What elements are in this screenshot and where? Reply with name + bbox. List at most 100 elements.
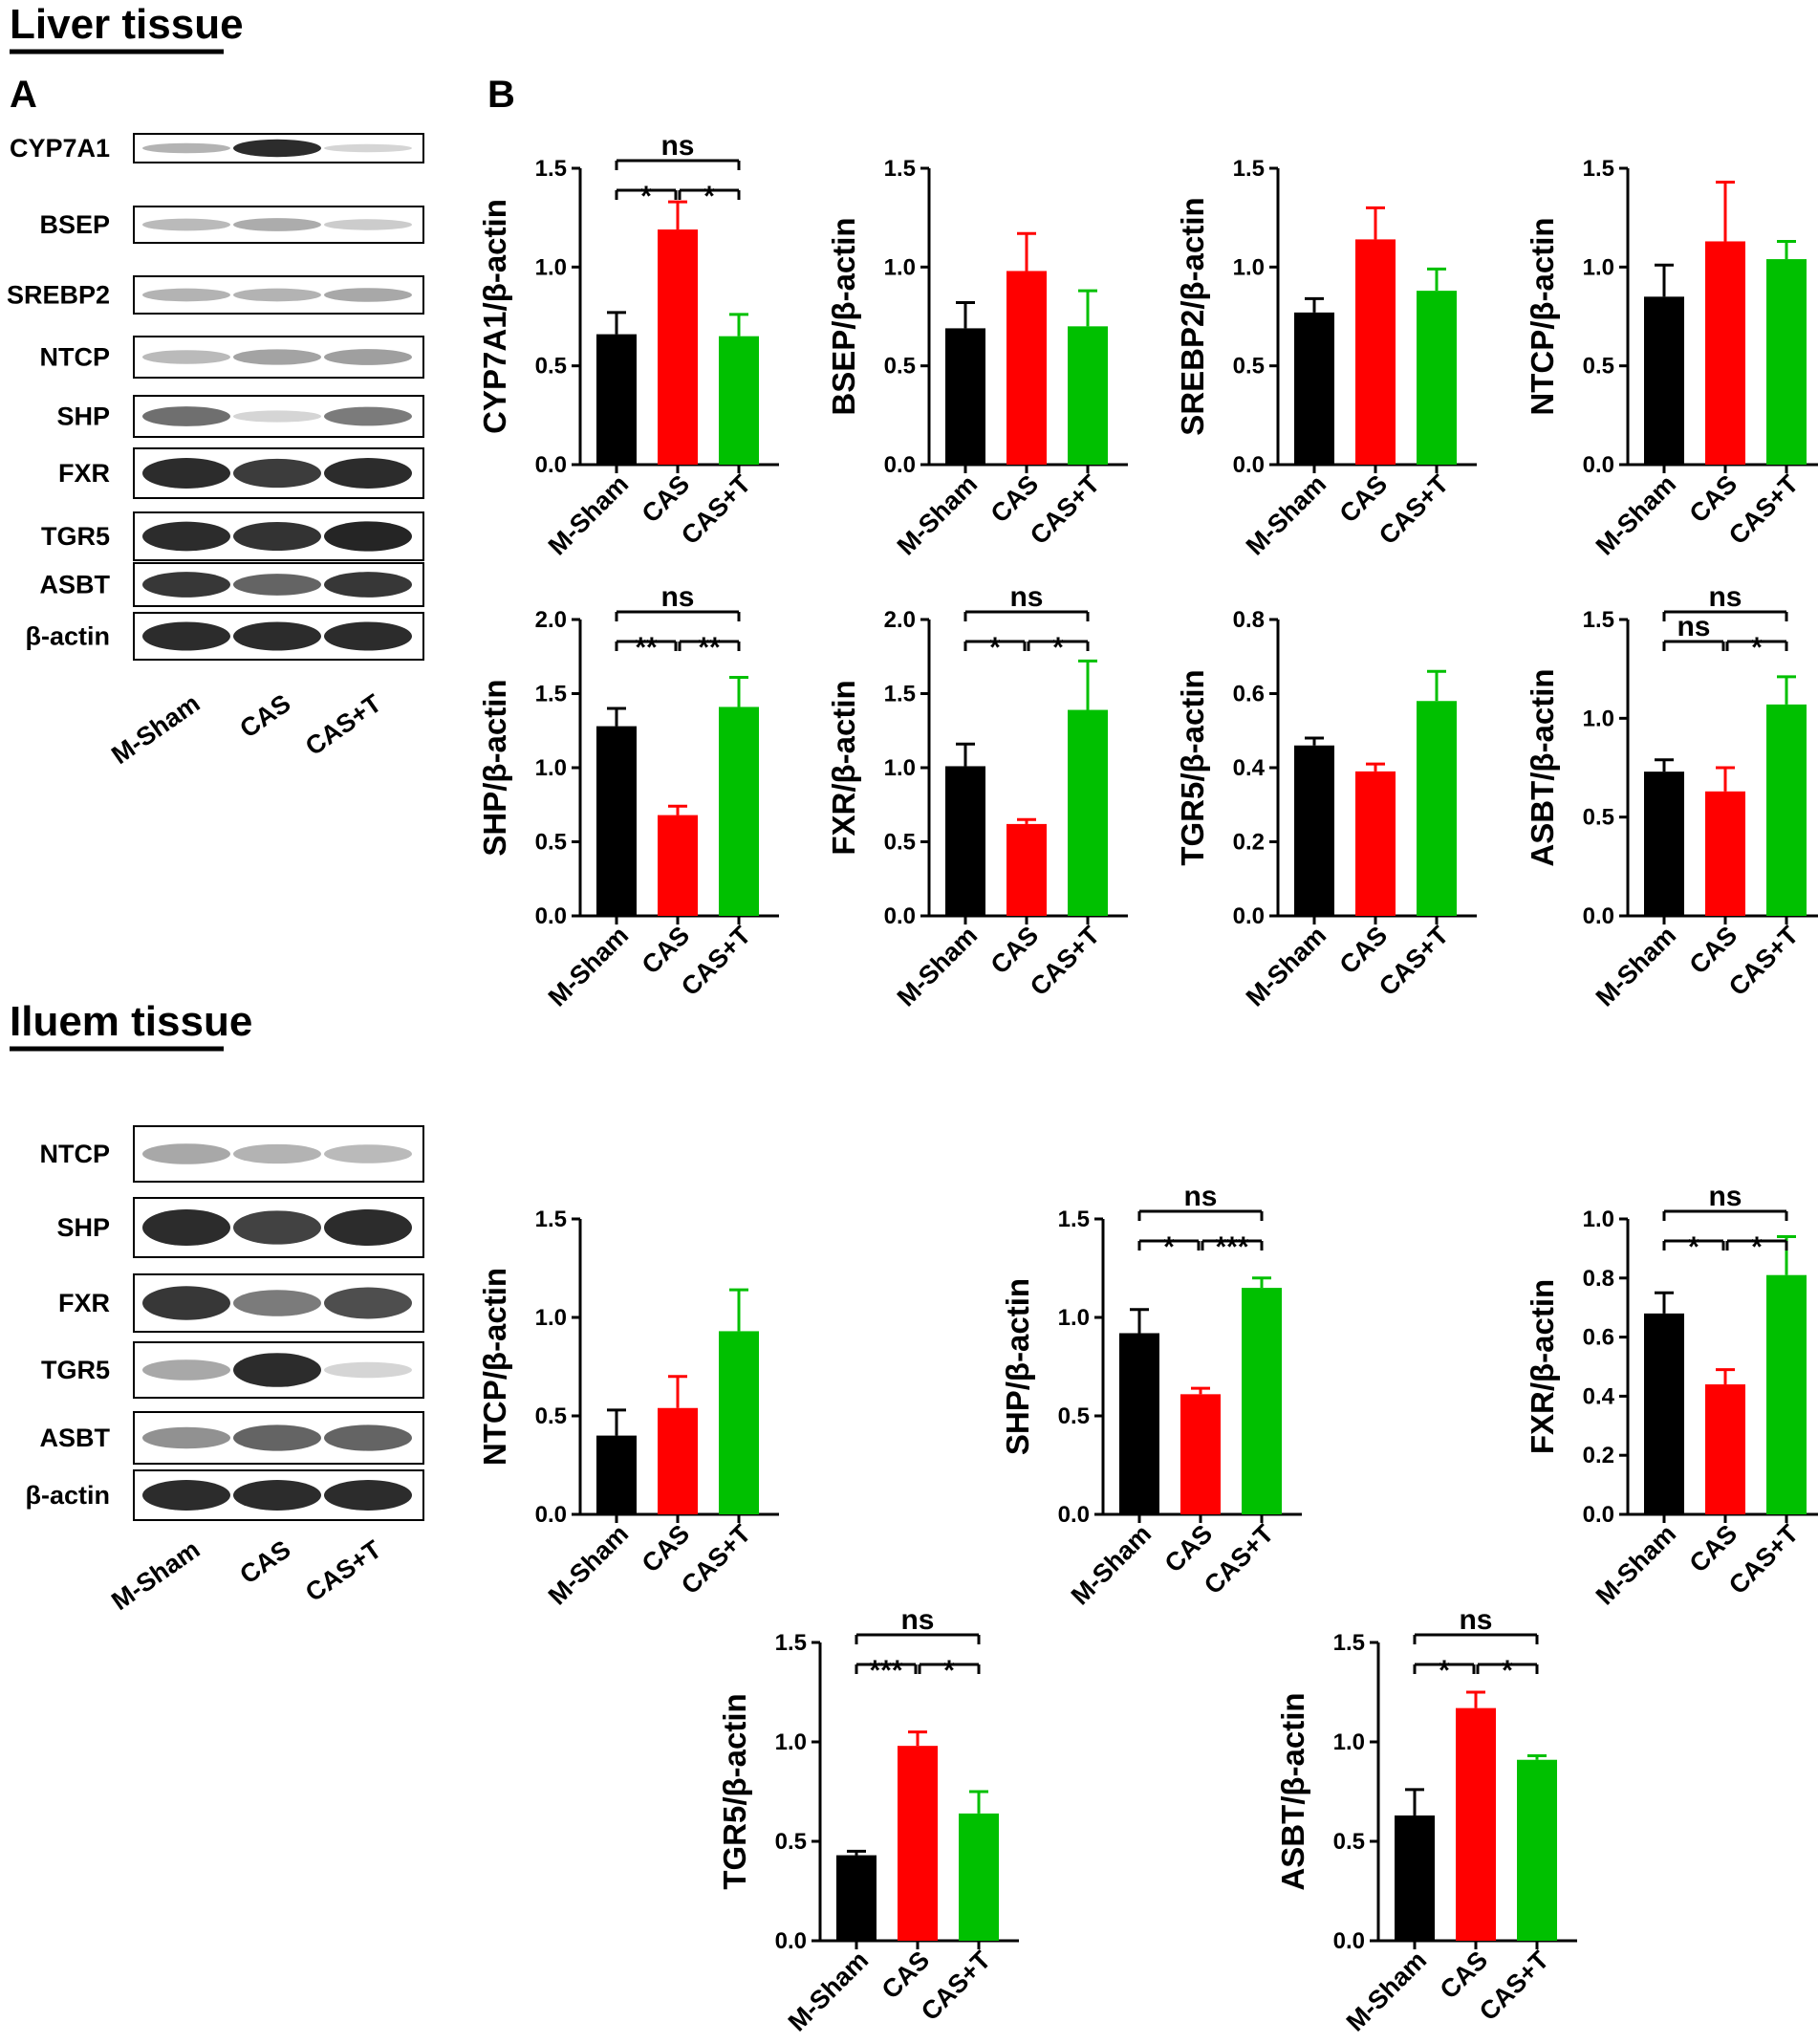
y-axis-label: NTCP/β-actin bbox=[1525, 217, 1560, 415]
significance-label: ns bbox=[660, 581, 694, 613]
liver-blot-label-cyp7a1: CYP7A1 bbox=[10, 134, 110, 163]
blot-band bbox=[233, 1210, 321, 1245]
y-tick-label: 1.5 bbox=[1233, 156, 1265, 182]
bar-cas bbox=[658, 815, 698, 916]
significance-label: ns bbox=[1677, 611, 1710, 642]
panel-a-label: A bbox=[10, 74, 37, 116]
bar-cas-t bbox=[1417, 291, 1457, 465]
significance-label: * bbox=[1751, 1231, 1763, 1263]
blot-band bbox=[233, 288, 321, 302]
blot-band bbox=[233, 349, 321, 365]
significance-label: ns bbox=[1459, 1604, 1492, 1636]
y-tick-label: 1.5 bbox=[1583, 156, 1614, 182]
bar-cas bbox=[1180, 1394, 1221, 1514]
bar-cas bbox=[1705, 791, 1745, 916]
blot-band bbox=[233, 1480, 321, 1511]
y-tick-label: 0.0 bbox=[1233, 903, 1265, 929]
y-tick-label: 0.5 bbox=[535, 1403, 567, 1429]
x-tick-label: M-Sham bbox=[892, 921, 983, 1011]
ileum-blot-label-fxr: FXR bbox=[58, 1289, 110, 1317]
x-tick-label: M-Sham bbox=[543, 1519, 634, 1610]
blot-band bbox=[324, 1361, 412, 1379]
significance-label: * bbox=[989, 632, 1001, 663]
blot-band bbox=[324, 349, 412, 365]
significance-label: * bbox=[640, 181, 652, 212]
y-tick-label: 1.5 bbox=[1583, 607, 1614, 633]
bar-m-sham bbox=[945, 766, 985, 916]
y-tick-label: 1.0 bbox=[884, 755, 916, 781]
bar-cas bbox=[1355, 771, 1396, 916]
y-tick-label: 1.0 bbox=[775, 1729, 807, 1755]
y-tick-label: 0.8 bbox=[1233, 607, 1265, 633]
blot-band bbox=[233, 1143, 321, 1164]
liver-lane-label-cas-t: CAS+T bbox=[300, 688, 387, 761]
bar-cas-t bbox=[1068, 709, 1108, 916]
x-tick-label: M-Sham bbox=[1591, 921, 1681, 1011]
y-tick-label: 1.5 bbox=[535, 1207, 567, 1232]
bar-cas-t bbox=[1068, 326, 1108, 465]
y-tick-label: 0.6 bbox=[1583, 1325, 1614, 1351]
bar-cas-t bbox=[719, 1331, 759, 1514]
x-tick-label: CAS+T bbox=[676, 1519, 757, 1600]
y-axis-label: FXR/β-actin bbox=[1525, 1279, 1560, 1454]
y-tick-label: 0.2 bbox=[1233, 830, 1265, 856]
x-tick-label: CAS+T bbox=[1025, 921, 1106, 1002]
western-blot-ileum: NTCP SHP FXR TGR5 ASBT β-actin M-Sham CAS CAS+T bbox=[26, 1125, 424, 1616]
blot-band bbox=[324, 1287, 412, 1319]
y-tick-label: 0.0 bbox=[884, 452, 916, 478]
blot-band bbox=[324, 1208, 412, 1247]
liver-blot-label-srebp2: SREBP2 bbox=[7, 281, 110, 310]
blot-band bbox=[142, 1208, 230, 1247]
blot-band bbox=[324, 1424, 412, 1451]
y-tick-label: 0.6 bbox=[1233, 682, 1265, 707]
blot-band bbox=[233, 1290, 321, 1316]
y-tick-label: 0.0 bbox=[1583, 1502, 1614, 1528]
blot-band bbox=[233, 1353, 321, 1387]
y-tick-label: 0.5 bbox=[1058, 1403, 1090, 1429]
blot-band bbox=[142, 1286, 230, 1320]
y-tick-label: 1.0 bbox=[1333, 1729, 1365, 1755]
bar-cas bbox=[1006, 271, 1047, 465]
bar-m-sham bbox=[836, 1855, 877, 1941]
blot-band bbox=[233, 218, 321, 231]
blot-band bbox=[324, 406, 412, 426]
liver-lane-label-cas: CAS bbox=[235, 688, 296, 743]
y-tick-label: 1.0 bbox=[1233, 254, 1265, 280]
bar-m-sham bbox=[1294, 745, 1334, 916]
bar-m-sham bbox=[596, 726, 637, 916]
significance-label: ns bbox=[1708, 1181, 1742, 1212]
y-tick-label: 0.0 bbox=[535, 1502, 567, 1528]
y-tick-label: 1.0 bbox=[1583, 1207, 1614, 1232]
y-tick-label: 2.0 bbox=[884, 607, 916, 633]
liver-blot-label-beta-actin: β-actin bbox=[26, 622, 111, 651]
y-tick-label: 1.0 bbox=[535, 254, 567, 280]
bar-cas bbox=[1705, 1384, 1745, 1514]
x-tick-label: M-Sham bbox=[1591, 469, 1681, 560]
significance-label: * bbox=[1163, 1231, 1175, 1263]
significance-label: ** bbox=[635, 632, 658, 663]
y-tick-label: 1.5 bbox=[1333, 1630, 1365, 1656]
y-tick-label: 0.0 bbox=[1583, 903, 1614, 929]
x-tick-label: M-Sham bbox=[783, 1946, 874, 2036]
y-tick-label: 0.5 bbox=[775, 1829, 807, 1855]
x-tick-label: M-Sham bbox=[1066, 1519, 1157, 1610]
y-axis-label: NTCP/β-actin bbox=[477, 1268, 512, 1466]
bar-cas bbox=[658, 1407, 698, 1514]
bar-m-sham bbox=[1644, 296, 1684, 465]
bar-cas-t bbox=[959, 1813, 999, 1941]
bar-cas bbox=[1705, 241, 1745, 465]
y-axis-label: BSEP/β-actin bbox=[826, 217, 861, 415]
ileum-blot-label-asbt: ASBT bbox=[40, 1424, 111, 1452]
y-tick-label: 1.0 bbox=[884, 254, 916, 280]
y-tick-label: 1.0 bbox=[535, 755, 567, 781]
significance-label: * bbox=[1502, 1655, 1513, 1686]
y-tick-label: 1.5 bbox=[775, 1630, 807, 1656]
blot-band bbox=[324, 572, 412, 598]
y-tick-label: 0.4 bbox=[1583, 1383, 1615, 1409]
significance-label: ns bbox=[660, 130, 694, 162]
y-tick-label: 0.0 bbox=[1333, 1928, 1365, 1954]
